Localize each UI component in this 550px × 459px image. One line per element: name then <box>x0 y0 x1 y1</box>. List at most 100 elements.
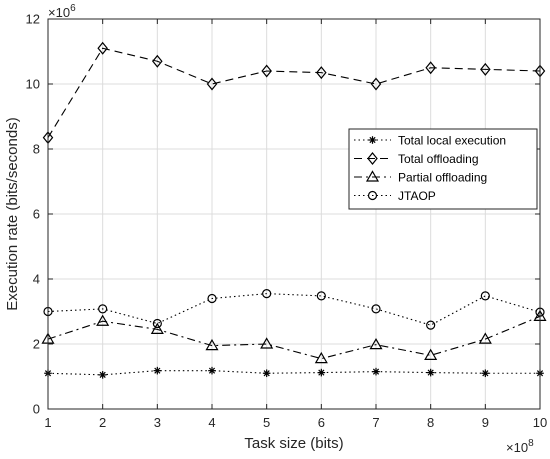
data-point <box>262 369 271 378</box>
diamond-marker-shape <box>425 61 436 75</box>
circle-marker-shape <box>426 320 436 330</box>
y-tick-label: 8 <box>33 142 40 157</box>
circle-marker-shape <box>262 289 272 299</box>
triangle-marker-shape <box>365 170 380 182</box>
data-point <box>314 351 328 364</box>
data-point <box>207 293 217 304</box>
legend-label: Total local execution <box>398 134 506 148</box>
x-tick-label: 1 <box>44 415 51 430</box>
y-tick-label: 12 <box>26 12 40 27</box>
legend-item: Total local execution <box>354 134 506 148</box>
asterisk-stroke <box>318 369 325 376</box>
series-circle <box>43 289 545 330</box>
legend-box <box>348 128 538 210</box>
triangle-marker-shape <box>478 332 492 344</box>
circle-marker-shape <box>98 304 108 314</box>
data-point <box>481 369 490 378</box>
asterisk-stroke <box>263 370 270 377</box>
asterisk-stroke <box>372 368 380 375</box>
y-axis-multiplier: ×106 <box>48 3 76 20</box>
y-tick-label: 4 <box>33 272 40 287</box>
legend-label: Total offloading <box>398 152 479 166</box>
series-asterisk <box>44 366 544 379</box>
legend-item: Partial offloading <box>354 170 487 185</box>
circle-marker-shape <box>367 190 378 201</box>
data-point <box>152 318 162 329</box>
data-point <box>369 337 383 350</box>
x-multiplier-exponent: 8 <box>528 438 534 449</box>
data-point <box>370 77 382 91</box>
x-tick-label: 7 <box>372 415 379 430</box>
data-point <box>262 289 272 299</box>
diamond-marker-shape <box>367 152 378 165</box>
data-point <box>372 367 380 376</box>
legend: Total local execution Total offloading Par… <box>348 128 538 210</box>
series-line <box>47 370 540 376</box>
data-point <box>426 320 436 330</box>
data-point <box>424 348 438 360</box>
y-tick-label: 2 <box>33 337 40 352</box>
data-point <box>208 366 216 375</box>
data-point <box>205 338 219 351</box>
circle-marker-shape <box>152 318 162 329</box>
series-line <box>47 47 541 138</box>
data-point <box>371 304 381 314</box>
asterisk-stroke <box>208 367 216 374</box>
y-axis-label: Execution rate (bits/seconds) <box>4 117 21 310</box>
y-multiplier-exponent: 6 <box>70 3 76 14</box>
diamond-marker-shape <box>316 66 327 80</box>
data-point <box>206 77 218 91</box>
data-point <box>152 54 163 68</box>
triangle-marker-shape <box>205 338 219 351</box>
triangle-marker-shape <box>96 314 110 326</box>
asterisk-stroke <box>482 370 489 377</box>
triangle-marker-shape <box>424 348 438 360</box>
data-point <box>480 291 490 301</box>
data-point <box>317 368 326 377</box>
diamond-marker-shape <box>97 41 108 55</box>
data-point <box>98 304 108 314</box>
x-tick-label: 6 <box>318 415 325 430</box>
data-point <box>150 322 164 334</box>
circle-marker-shape <box>371 304 381 314</box>
legend-label: Partial offloading <box>398 171 487 185</box>
x-axis-label: Task size (bits) <box>244 435 343 452</box>
data-point <box>96 314 110 326</box>
triangle-marker-shape <box>314 351 328 364</box>
data-point <box>425 61 436 75</box>
diamond-marker-shape <box>206 77 218 91</box>
data-point <box>260 337 274 349</box>
x-tick-label: 2 <box>99 415 106 430</box>
x-tick-label: 3 <box>154 415 161 430</box>
data-point <box>480 62 491 76</box>
y-tick-label: 10 <box>26 77 40 92</box>
y-tick-label: 0 <box>33 402 40 417</box>
asterisk-stroke <box>154 367 161 374</box>
legend-item: JTAOP <box>354 189 436 203</box>
data-point <box>316 66 327 80</box>
series-layer <box>41 41 547 379</box>
legend-marker <box>365 170 380 182</box>
data-point <box>316 291 326 301</box>
legend-item: Total offloading <box>354 152 479 166</box>
data-point <box>478 332 492 344</box>
series-line <box>47 315 541 360</box>
diamond-marker-shape <box>480 62 491 76</box>
legend-marker <box>367 190 378 201</box>
asterisk-stroke <box>369 136 376 144</box>
y-multiplier-base: ×10 <box>48 5 70 20</box>
diamond-marker-shape <box>370 77 382 91</box>
data-point <box>153 366 162 375</box>
circle-marker-shape <box>207 293 217 304</box>
triangle-marker-shape <box>150 322 164 334</box>
legend-marker <box>367 152 378 165</box>
x-tick-label: 9 <box>482 415 489 430</box>
x-tick-label: 5 <box>263 415 270 430</box>
legend-marker <box>368 136 377 144</box>
legend-label: JTAOP <box>398 189 436 203</box>
data-point <box>98 371 107 379</box>
triangle-marker-shape <box>260 337 274 349</box>
